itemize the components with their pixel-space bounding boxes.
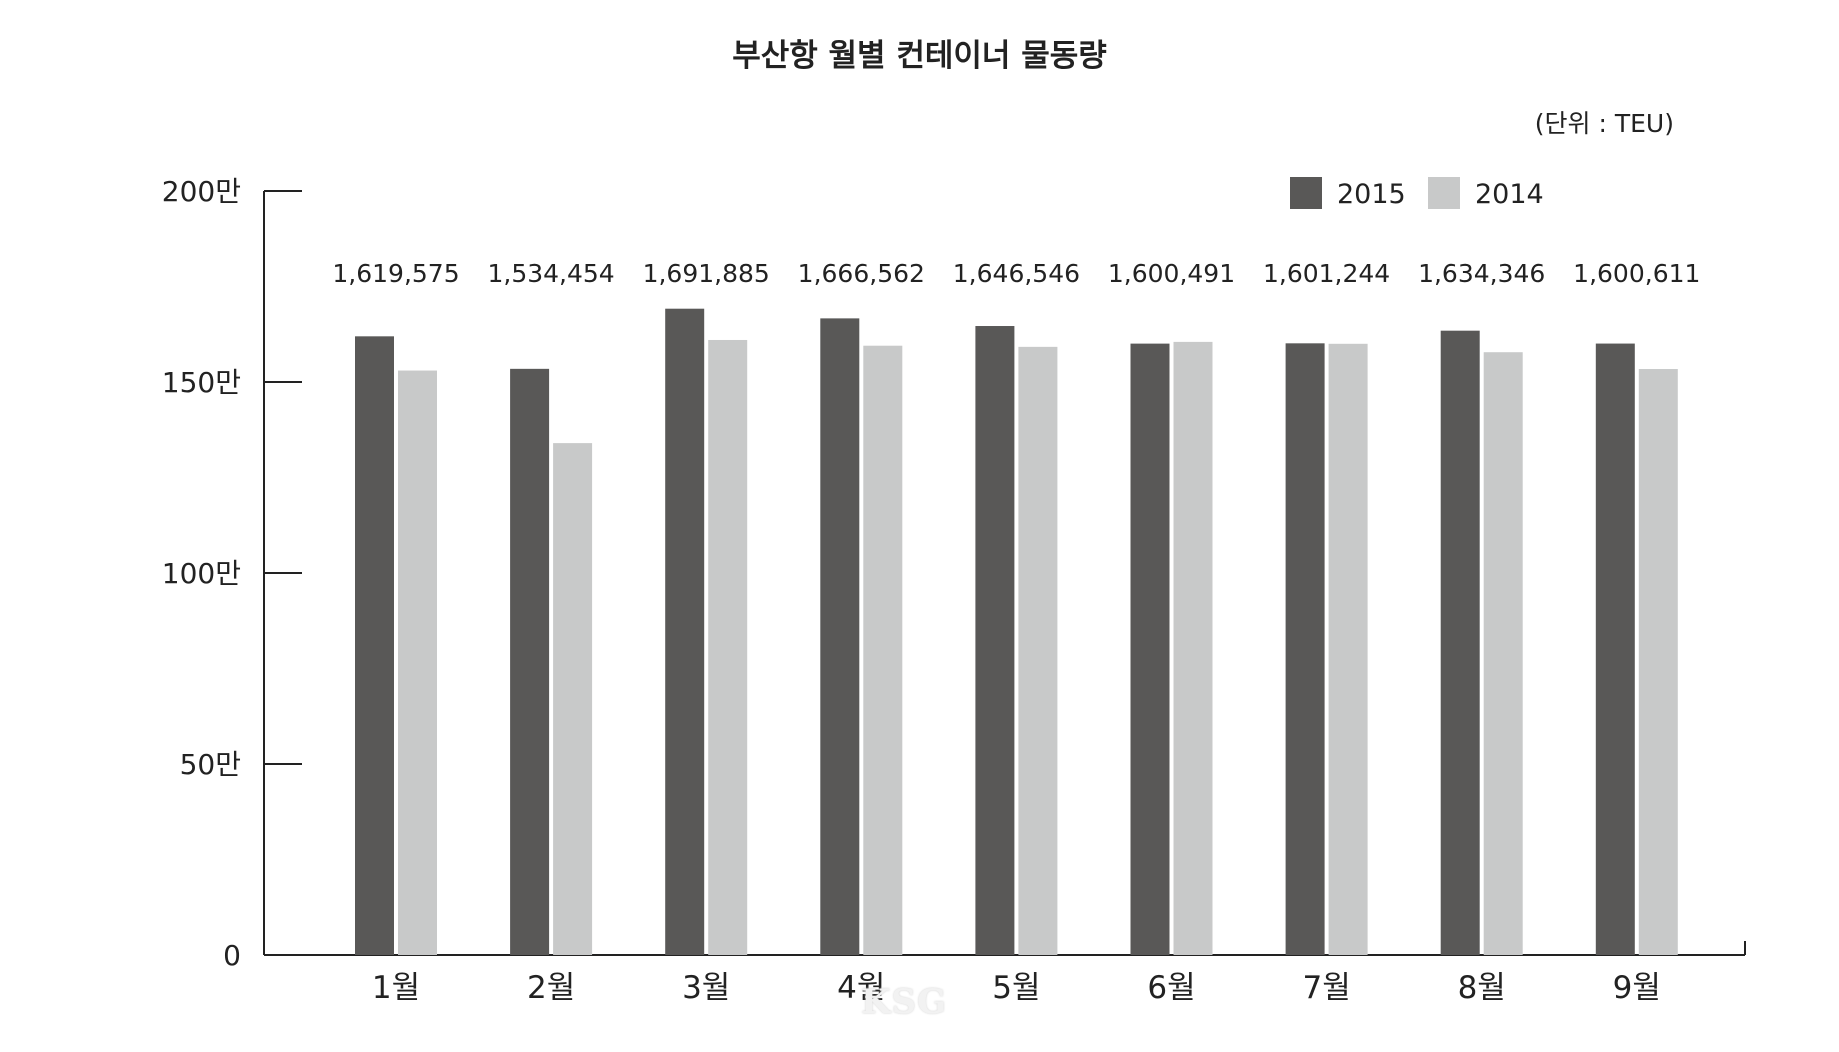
x-tick-label: 2월: [527, 970, 575, 1006]
legend: 2015 2014: [1290, 177, 1544, 210]
unit-note: (단위 : TEU): [1534, 109, 1674, 138]
bar-2015: [820, 318, 860, 956]
bar-2015: [1595, 343, 1635, 955]
data-labels: 1월 1,619,575 2월 1,534,454 3월 1,691,885 4월 1,666…: [332, 259, 1700, 1006]
data-label: 1,646,546: [953, 259, 1080, 288]
bar-2015: [665, 308, 705, 955]
x-tick-label: 5월: [992, 970, 1040, 1006]
x-tick-label: 9월: [1613, 970, 1661, 1006]
x-tick-label: 7월: [1302, 970, 1350, 1006]
axes: 0 50만 100만 150만 200만: [162, 175, 1746, 972]
bar-2015: [975, 326, 1015, 956]
x-tick-label: 1월: [372, 970, 420, 1006]
chart-title: 부산항 월별 컨테이너 물동량: [732, 38, 1107, 74]
x-tick-label: 3월: [682, 970, 730, 1006]
watermark-logo: KSG: [861, 982, 948, 1022]
data-label: 1,634,346: [1418, 259, 1545, 288]
bar-2015: [355, 336, 394, 955]
data-label: 1,691,885: [643, 259, 770, 288]
y-tick-label: 100만: [162, 557, 241, 590]
y-tick-label: 150만: [162, 366, 241, 399]
legend-swatch-2015: [1290, 177, 1322, 209]
legend-swatch-2014: [1428, 177, 1460, 209]
legend-label-2014: 2014: [1475, 179, 1544, 210]
data-label: 1,600,491: [1108, 259, 1235, 288]
data-label: 1,666,562: [798, 259, 925, 288]
bar-2014: [398, 370, 437, 955]
bar-2014: [1328, 343, 1368, 955]
bar-2014: [863, 345, 903, 956]
y-tick-label: 50만: [180, 748, 241, 781]
bar-2014: [553, 443, 593, 955]
x-tick-label: 6월: [1147, 970, 1195, 1006]
x-tick-label: 4월: [837, 970, 885, 1006]
bar-2014: [1173, 341, 1213, 955]
bar-2015: [510, 368, 550, 955]
data-label: 1,534,454: [487, 259, 614, 288]
bar-2015: [1440, 330, 1480, 956]
bar-2014: [1638, 369, 1678, 956]
bar-2014: [1483, 352, 1523, 956]
bar-2014: [1018, 346, 1058, 956]
bar-2015: [1130, 343, 1170, 955]
y-tick-label: 200만: [162, 175, 241, 208]
data-label: 1,619,575: [332, 259, 459, 288]
legend-label-2015: 2015: [1337, 179, 1406, 210]
data-label: 1,601,244: [1263, 259, 1390, 288]
bars: [355, 308, 1678, 956]
y-tick-label: 0: [223, 939, 241, 972]
bar-2014: [708, 339, 748, 956]
data-label: 1,600,611: [1573, 259, 1700, 288]
bar-2015: [1285, 343, 1325, 955]
x-tick-label: 8월: [1458, 970, 1506, 1006]
